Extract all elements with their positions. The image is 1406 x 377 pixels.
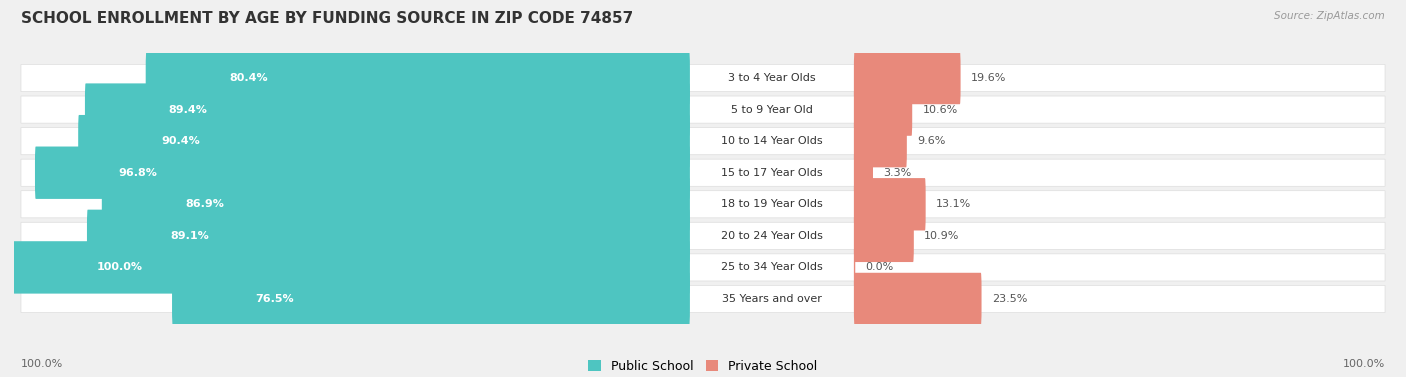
FancyBboxPatch shape <box>21 64 1385 92</box>
FancyBboxPatch shape <box>21 285 1385 313</box>
FancyBboxPatch shape <box>21 159 1385 186</box>
Text: 5 to 9 Year Old: 5 to 9 Year Old <box>731 104 813 115</box>
FancyBboxPatch shape <box>172 273 690 325</box>
FancyBboxPatch shape <box>21 127 1385 155</box>
Text: 15 to 17 Year Olds: 15 to 17 Year Olds <box>721 168 823 178</box>
FancyBboxPatch shape <box>853 178 925 230</box>
Text: 10 to 14 Year Olds: 10 to 14 Year Olds <box>721 136 823 146</box>
FancyBboxPatch shape <box>87 210 690 262</box>
Text: 18 to 19 Year Olds: 18 to 19 Year Olds <box>721 199 823 209</box>
Text: 76.5%: 76.5% <box>256 294 294 304</box>
Text: 9.6%: 9.6% <box>917 136 946 146</box>
Text: 89.1%: 89.1% <box>170 231 209 241</box>
FancyBboxPatch shape <box>35 147 690 199</box>
FancyBboxPatch shape <box>853 115 907 167</box>
FancyBboxPatch shape <box>853 52 960 104</box>
Text: 13.1%: 13.1% <box>936 199 972 209</box>
Text: 0.0%: 0.0% <box>866 262 894 273</box>
Legend: Public School, Private School: Public School, Private School <box>583 355 823 377</box>
FancyBboxPatch shape <box>146 52 690 104</box>
Text: 96.8%: 96.8% <box>118 168 157 178</box>
FancyBboxPatch shape <box>14 241 690 294</box>
FancyBboxPatch shape <box>853 147 873 199</box>
Text: Source: ZipAtlas.com: Source: ZipAtlas.com <box>1274 11 1385 21</box>
FancyBboxPatch shape <box>853 273 981 325</box>
Text: 3 to 4 Year Olds: 3 to 4 Year Olds <box>728 73 815 83</box>
Text: 19.6%: 19.6% <box>972 73 1007 83</box>
Text: 80.4%: 80.4% <box>229 73 267 83</box>
Text: 86.9%: 86.9% <box>186 199 224 209</box>
Text: 35 Years and over: 35 Years and over <box>721 294 823 304</box>
FancyBboxPatch shape <box>853 210 914 262</box>
FancyBboxPatch shape <box>21 222 1385 250</box>
Text: 10.6%: 10.6% <box>922 104 957 115</box>
FancyBboxPatch shape <box>853 83 912 136</box>
Text: 90.4%: 90.4% <box>162 136 200 146</box>
FancyBboxPatch shape <box>84 83 690 136</box>
Text: 20 to 24 Year Olds: 20 to 24 Year Olds <box>721 231 823 241</box>
FancyBboxPatch shape <box>21 191 1385 218</box>
Text: 100.0%: 100.0% <box>21 359 63 369</box>
Text: 25 to 34 Year Olds: 25 to 34 Year Olds <box>721 262 823 273</box>
Text: 89.4%: 89.4% <box>169 104 207 115</box>
Text: 100.0%: 100.0% <box>97 262 143 273</box>
FancyBboxPatch shape <box>21 254 1385 281</box>
FancyBboxPatch shape <box>101 178 690 230</box>
Text: 23.5%: 23.5% <box>991 294 1028 304</box>
FancyBboxPatch shape <box>79 115 690 167</box>
FancyBboxPatch shape <box>21 96 1385 123</box>
Text: SCHOOL ENROLLMENT BY AGE BY FUNDING SOURCE IN ZIP CODE 74857: SCHOOL ENROLLMENT BY AGE BY FUNDING SOUR… <box>21 11 633 26</box>
Text: 100.0%: 100.0% <box>1343 359 1385 369</box>
Text: 3.3%: 3.3% <box>883 168 911 178</box>
Text: 10.9%: 10.9% <box>924 231 959 241</box>
